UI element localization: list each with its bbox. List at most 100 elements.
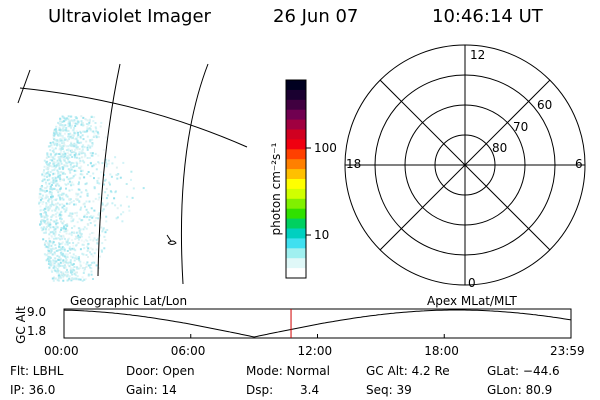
aurora-dot [84,238,87,241]
aurora-dot [76,148,79,151]
aurora-dot [78,181,80,184]
aurora-dot [48,225,51,228]
aurora-dot [97,154,100,157]
aurora-dot [54,147,57,150]
aurora-dot [89,162,92,165]
aurora-dot [55,215,58,218]
aurora-dot [119,176,122,179]
aurora-dot [73,277,76,280]
aurora-dot [68,237,71,240]
aurora-dot [43,165,46,168]
aurora-dot [92,239,95,242]
altitude-xtick-label: 18:00 [424,344,459,358]
aurora-dot [67,145,70,148]
aurora-dot [92,172,95,175]
altitude-xtick-label: 06:00 [170,344,206,358]
aurora-dot [59,157,62,160]
aurora-dot [82,228,85,231]
aurora-dot [81,148,84,151]
aurora-dot [71,129,74,132]
aurora-dot [64,224,67,227]
aurora-dot [60,149,63,152]
aurora-dot [54,230,57,233]
aurora-dot [48,233,51,236]
aurora-dot [64,274,67,277]
aurora-dot [79,159,82,162]
aurora-dot [77,256,80,259]
aurora-dot [72,267,74,270]
aurora-dot [69,212,72,215]
aurora-dot [68,198,71,201]
aurora-dot [49,165,52,167]
aurora-dot [100,249,103,252]
colorbar-swatches [286,80,306,279]
aurora-dot [66,157,69,160]
aurora-dot [71,156,74,158]
aurora-dot [48,237,51,240]
aurora-dot [58,248,61,251]
aurora-dot [86,194,89,197]
aurora-dot [80,115,83,118]
aurora-dot [82,243,85,246]
aurora-dot [63,236,65,239]
aurora-dot [72,183,75,186]
aurora-dot [50,235,53,237]
aurora-dot [76,146,79,149]
aurora-dot [79,135,82,138]
aurora-dot [83,156,86,159]
aurora-dot [86,245,89,248]
aurora-dot [69,232,72,235]
aurora-dot [48,205,51,208]
aurora-dot [44,181,47,184]
aurora-dot [55,125,58,128]
aurora-dot [78,148,81,151]
aurora-dot [71,273,74,276]
aurora-dot [81,279,84,282]
aurora-dot [64,260,67,263]
aurora-dot [83,247,86,250]
aurora-dot [64,237,66,240]
aurora-dot [46,215,49,217]
altitude-xtick-label: 23:59 [550,344,585,358]
aurora-dot [69,198,72,201]
aurora-dot [85,123,88,125]
aurora-dot [52,180,55,183]
aurora-dot [49,158,52,161]
aurora-dot [75,235,78,238]
aurora-dot [94,197,97,200]
aurora-dot [110,191,113,194]
aurora-dot [57,269,60,272]
aurora-dot [70,168,73,171]
aurora-dot [59,259,62,262]
colorbar-tick-label: 10 [314,228,330,242]
aurora-dot [89,129,92,132]
aurora-dot [62,276,65,279]
aurora-dot [90,125,92,128]
aurora-dot [56,206,58,209]
aurora-dot [58,243,61,245]
aurora-dot [45,156,48,159]
aurora-dot [97,132,100,135]
aurora-dot [53,155,56,158]
aurora-dot [73,225,76,228]
aurora-dot [56,226,59,229]
aurora-dot [46,257,49,260]
aurora-dot [58,132,61,134]
aurora-dot [76,153,78,156]
aurora-dot [72,136,75,139]
aurora-dot [65,209,68,212]
aurora-dot [113,197,116,200]
aurora-dot [89,120,91,123]
aurora-dot [62,252,65,255]
aurora-dot [51,195,54,198]
aurora-dot [69,168,71,171]
aurora-dot [64,124,67,127]
aurora-dot [54,253,56,256]
aurora-dot [65,117,68,120]
aurora-dot [54,178,57,181]
aurora-dot [106,202,109,205]
aurora-dot [79,167,82,170]
aurora-dot [45,183,48,185]
aurora-dot [93,177,95,180]
